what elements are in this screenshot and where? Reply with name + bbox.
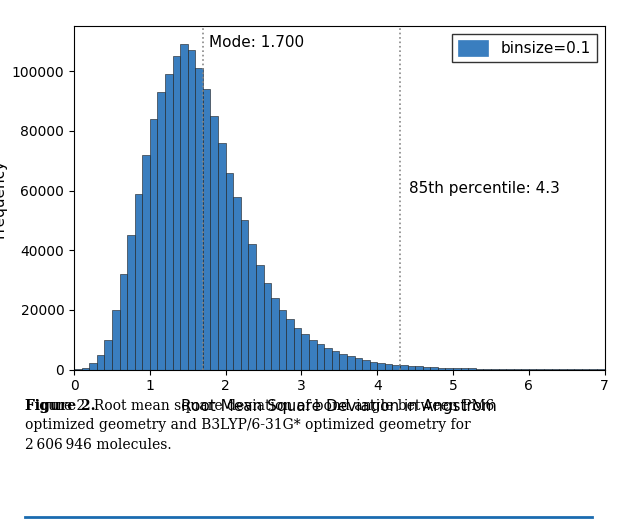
Bar xyxy=(339,354,347,370)
Bar xyxy=(81,368,89,370)
Bar xyxy=(233,196,241,370)
Bar xyxy=(430,367,438,370)
Bar xyxy=(423,367,430,370)
Bar xyxy=(347,356,355,370)
Bar xyxy=(188,50,196,370)
Bar xyxy=(377,363,385,370)
Bar xyxy=(226,173,233,370)
Bar xyxy=(157,92,165,370)
Bar xyxy=(74,369,81,370)
Bar xyxy=(438,367,445,370)
Bar xyxy=(491,369,499,370)
Bar xyxy=(468,369,476,370)
Bar xyxy=(249,244,256,370)
Legend: binsize=0.1: binsize=0.1 xyxy=(452,34,597,62)
Bar xyxy=(445,368,453,370)
Bar xyxy=(415,366,423,370)
Bar xyxy=(165,74,173,370)
Bar xyxy=(256,265,263,370)
Bar xyxy=(506,369,514,370)
Bar xyxy=(180,44,188,370)
Bar xyxy=(385,364,392,370)
Bar xyxy=(461,368,468,370)
Bar xyxy=(302,334,309,370)
Bar xyxy=(97,355,104,370)
Bar xyxy=(392,364,400,370)
Bar xyxy=(476,369,483,370)
Bar xyxy=(218,143,226,370)
Bar xyxy=(135,194,143,370)
Bar xyxy=(286,319,294,370)
Text: Figure 2.: Figure 2. xyxy=(25,399,95,413)
Text: 85th percentile: 4.3: 85th percentile: 4.3 xyxy=(409,181,560,196)
Bar xyxy=(89,363,97,370)
Bar xyxy=(324,348,332,370)
Bar xyxy=(408,366,415,370)
Bar xyxy=(120,274,127,370)
Bar xyxy=(332,351,339,370)
Bar xyxy=(173,56,180,370)
Bar xyxy=(317,344,324,370)
Bar xyxy=(294,328,302,370)
Y-axis label: Frequency: Frequency xyxy=(0,158,6,238)
Bar xyxy=(112,310,120,370)
Bar xyxy=(203,89,210,370)
Bar xyxy=(143,155,150,370)
Bar xyxy=(483,369,491,370)
Bar xyxy=(362,360,370,370)
Bar xyxy=(279,310,286,370)
Bar xyxy=(499,369,506,370)
Bar xyxy=(370,362,377,370)
Bar xyxy=(355,359,362,370)
X-axis label: Root Mean Square Deviation in Angstrom: Root Mean Square Deviation in Angstrom xyxy=(181,399,497,414)
Bar xyxy=(127,235,135,370)
Bar xyxy=(309,340,317,370)
Bar xyxy=(104,340,112,370)
Text: Figure 2. Root mean square deviation of bond angle between PM6
optimized geometr: Figure 2. Root mean square deviation of … xyxy=(25,399,494,451)
Bar xyxy=(150,119,157,370)
Bar xyxy=(263,283,271,370)
Bar xyxy=(514,369,521,370)
Bar xyxy=(196,68,203,370)
Bar xyxy=(241,220,249,370)
Bar xyxy=(210,116,218,370)
Text: Mode: 1.700: Mode: 1.700 xyxy=(209,35,304,50)
Bar xyxy=(453,368,461,370)
Bar xyxy=(400,365,408,370)
Bar xyxy=(271,298,279,370)
